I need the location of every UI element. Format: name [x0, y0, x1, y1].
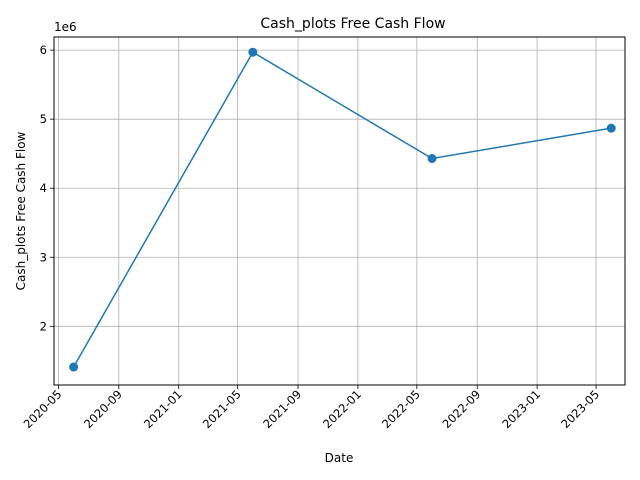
data-series [69, 47, 616, 372]
chart-title: Cash_plots Free Cash Flow [260, 16, 445, 32]
y-tick-label: 4 [40, 181, 47, 195]
y-tick-label: 5 [40, 112, 47, 126]
y-tick-label: 3 [40, 250, 47, 264]
y-tick-label: 6 [40, 43, 47, 57]
y-tick-label: 2 [40, 319, 47, 333]
y-axis-ticks: 2 3 4 5 6 [40, 43, 54, 333]
x-axis-label: Date [325, 451, 354, 465]
y-offset-label: 1e6 [54, 20, 77, 34]
data-point [69, 362, 79, 372]
data-point [606, 123, 616, 133]
data-point [427, 154, 437, 164]
series-line [72, 51, 612, 368]
plot-area-frame [53, 36, 626, 386]
grid-lines [54, 37, 625, 385]
data-point [248, 47, 258, 57]
y-axis-label: Cash_plots Free Cash Flow [14, 131, 28, 290]
